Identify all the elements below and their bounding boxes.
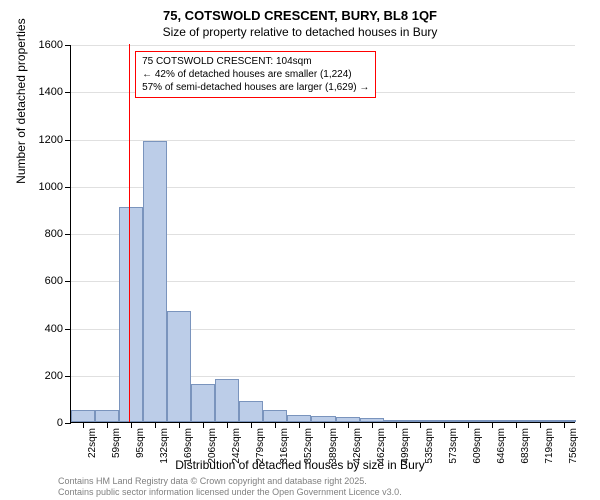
x-tick [131, 422, 132, 428]
x-tick [564, 422, 565, 428]
histogram-bar [263, 410, 287, 422]
histogram-bar [215, 379, 239, 422]
y-tick-label: 1000 [39, 181, 63, 193]
y-tick-label: 1200 [39, 134, 63, 146]
y-tick-label: 200 [45, 370, 63, 382]
x-tick [203, 422, 204, 428]
chart-container: 75, COTSWOLD CRESCENT, BURY, BL8 1QF Siz… [0, 0, 600, 500]
histogram-bar [191, 384, 215, 422]
x-tick-label: 22sqm [87, 428, 98, 458]
annotation-line: ← 42% of detached houses are smaller (1,… [142, 68, 369, 81]
x-tick [396, 422, 397, 428]
histogram-bar [167, 311, 191, 422]
footer-text: Contains HM Land Registry data © Crown c… [58, 476, 402, 498]
histogram-bar [239, 401, 263, 422]
y-tick [65, 329, 71, 330]
x-axis-title: Distribution of detached houses by size … [0, 458, 600, 472]
x-tick [516, 422, 517, 428]
chart-subtitle: Size of property relative to detached ho… [0, 23, 600, 39]
x-tick [275, 422, 276, 428]
footer-line-2: Contains public sector information licen… [58, 487, 402, 498]
x-tick [348, 422, 349, 428]
footer-line-1: Contains HM Land Registry data © Crown c… [58, 476, 402, 487]
y-tick [65, 92, 71, 93]
x-tick [468, 422, 469, 428]
y-tick [65, 423, 71, 424]
y-tick-label: 600 [45, 275, 63, 287]
x-tick [324, 422, 325, 428]
x-tick [444, 422, 445, 428]
histogram-bar [71, 410, 95, 422]
y-tick-label: 1400 [39, 86, 63, 98]
annotation-box: 75 COTSWOLD CRESCENT: 104sqm← 42% of det… [135, 51, 376, 98]
x-tick [540, 422, 541, 428]
y-tick [65, 376, 71, 377]
histogram-bar [119, 207, 143, 422]
x-tick [227, 422, 228, 428]
y-tick-label: 400 [45, 323, 63, 335]
annotation-line: 75 COTSWOLD CRESCENT: 104sqm [142, 55, 369, 68]
chart-title: 75, COTSWOLD CRESCENT, BURY, BL8 1QF [0, 0, 600, 23]
histogram-bar [143, 141, 167, 422]
histogram-bar [95, 410, 119, 422]
y-axis-title: Number of detached properties [14, 18, 28, 183]
x-tick [251, 422, 252, 428]
y-tick [65, 234, 71, 235]
x-tick [179, 422, 180, 428]
x-tick [155, 422, 156, 428]
y-tick [65, 140, 71, 141]
marker-line [129, 44, 130, 422]
x-tick [420, 422, 421, 428]
x-tick [299, 422, 300, 428]
x-tick-label: 95sqm [135, 428, 146, 458]
plot-area: 0200400600800100012001400160022sqm59sqm9… [70, 45, 575, 423]
x-tick [107, 422, 108, 428]
y-tick-label: 1600 [39, 39, 63, 51]
y-tick [65, 281, 71, 282]
x-tick [492, 422, 493, 428]
y-tick [65, 45, 71, 46]
gridline [71, 45, 575, 46]
histogram-bar [287, 415, 311, 422]
x-tick-label: 59sqm [111, 428, 122, 458]
y-tick-label: 0 [57, 417, 63, 429]
y-tick [65, 187, 71, 188]
annotation-line: 57% of semi-detached houses are larger (… [142, 81, 369, 94]
x-tick [372, 422, 373, 428]
y-tick-label: 800 [45, 228, 63, 240]
x-tick [83, 422, 84, 428]
